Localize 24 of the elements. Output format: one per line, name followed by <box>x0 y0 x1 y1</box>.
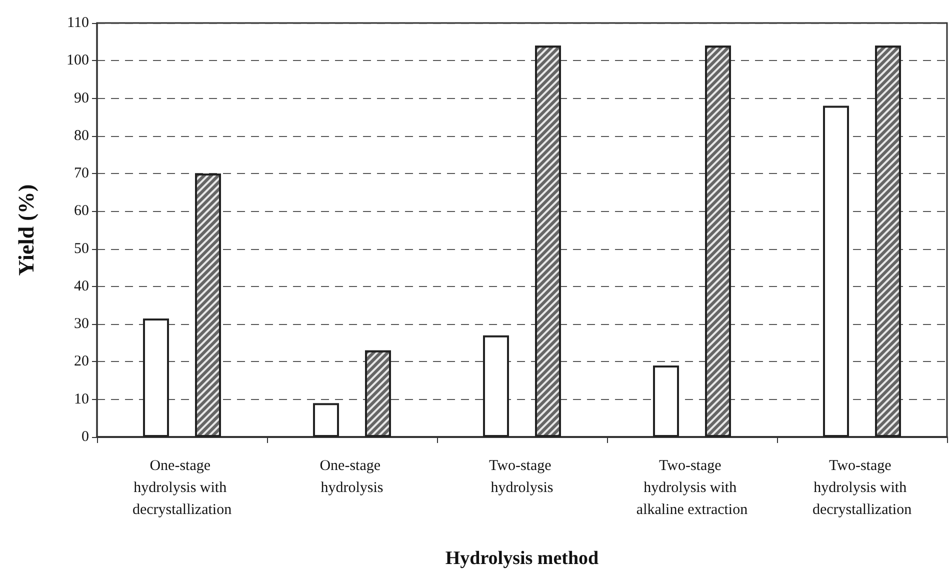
y-tick-label: 50 <box>74 240 89 257</box>
x-tick-label: One-stage hydrolysis with decrystallization <box>132 458 232 518</box>
x-tick-label: One-stage hydrolysis <box>320 458 384 496</box>
y-tick-label: 100 <box>66 52 89 69</box>
x-tick-label: Two-stage hydrolysis with alkaline extraction <box>636 458 748 518</box>
y-tick-label: 110 <box>67 15 89 31</box>
y-tick-label: 60 <box>74 203 89 220</box>
y-tick-label: 20 <box>74 354 89 370</box>
x-tick-label: Two-stage hydrolysis with decrystallization <box>812 458 912 518</box>
y-tick-label: 30 <box>74 316 89 332</box>
bar <box>143 318 169 437</box>
y-tick-label: 70 <box>74 166 89 182</box>
bar <box>313 403 339 437</box>
y-tick-label: 40 <box>74 278 89 294</box>
bar <box>653 365 679 437</box>
y-axis-title: Yield (%) <box>14 184 38 276</box>
y-tick-label: 0 <box>82 429 89 445</box>
y-tick-label: 10 <box>74 391 89 408</box>
x-axis-title: Hydrolysis method <box>445 548 600 569</box>
bar <box>823 106 849 437</box>
y-tick-label: 80 <box>74 128 89 144</box>
x-tick-label: Two-stage hydrolysis <box>488 458 556 496</box>
bar <box>483 335 509 437</box>
y-tick-label: 90 <box>74 90 89 106</box>
